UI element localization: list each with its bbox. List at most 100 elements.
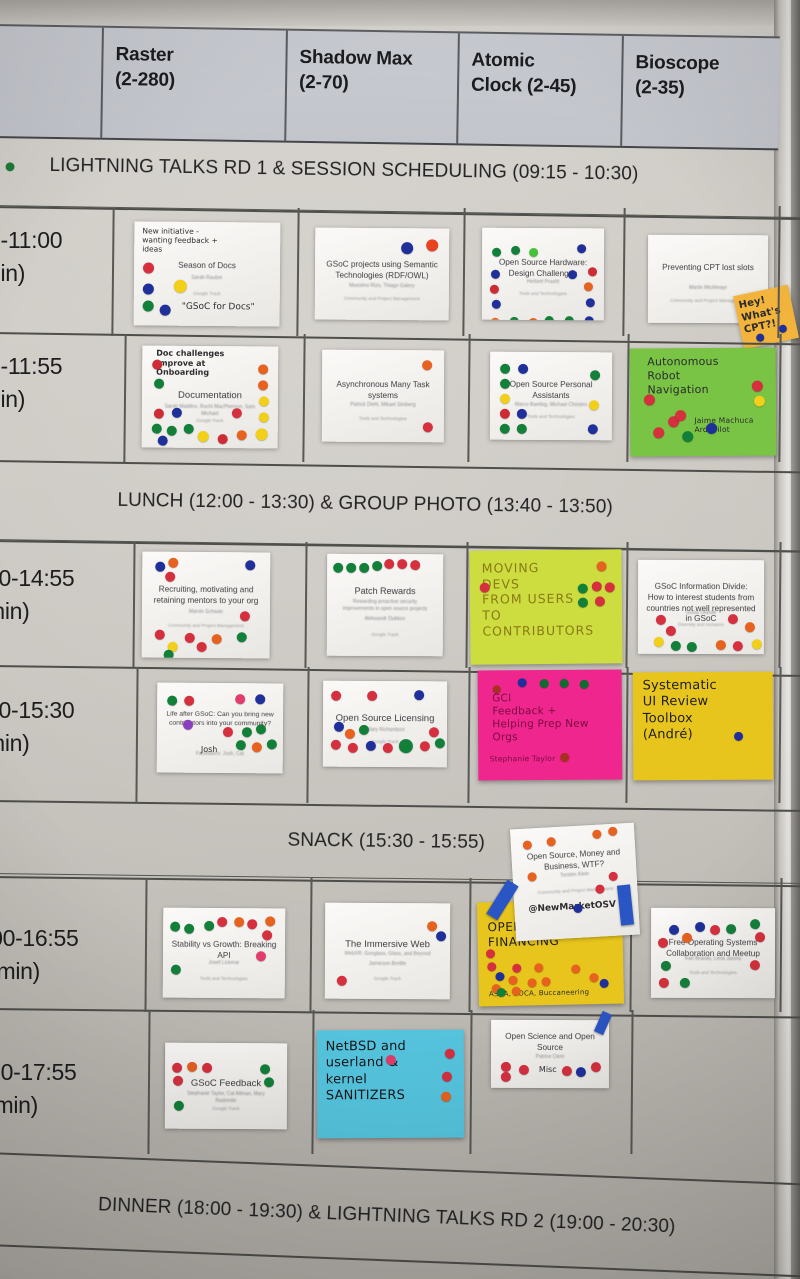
vote-dot xyxy=(359,562,370,573)
vote-dot xyxy=(171,407,182,418)
session-card-documentation[interactable]: Doc challenges Improve at Onboarding Doc… xyxy=(141,345,279,449)
vote-dot xyxy=(734,731,744,741)
vote-dot xyxy=(231,408,242,419)
vote-dot xyxy=(726,924,737,935)
vote-dot xyxy=(247,919,258,930)
vote-dot xyxy=(516,423,527,434)
vote-dot xyxy=(567,270,578,280)
session-track: Tools and Technologies xyxy=(199,975,248,982)
session-presenter-2: Jamieson Brettle xyxy=(368,960,407,968)
vote-dot xyxy=(587,267,598,277)
time-range: 00-15:30 xyxy=(0,697,75,723)
column-separator xyxy=(147,1009,151,1155)
vote-dot xyxy=(358,724,369,735)
session-card-open-science[interactable]: Open Science and Open Source Patrice Cle… xyxy=(490,1019,610,1089)
vote-dot xyxy=(590,370,601,381)
vote-dot xyxy=(655,614,666,625)
handwritten-presenter: Stephanie Taylor xyxy=(489,753,556,764)
vote-dot xyxy=(509,316,519,321)
session-presenter: Karl Brands, Lena Janela xyxy=(684,955,742,963)
session-track: Tools and Technologies xyxy=(519,290,567,297)
sticky-note-moving-devs[interactable]: MOVING DEVS FROM USERS TO CONTRIBUTORS xyxy=(469,549,623,665)
column-separator xyxy=(304,541,308,669)
session-title: Recruiting, motivating and retaining men… xyxy=(153,584,259,606)
handwritten-note: @NewMarketOSV xyxy=(528,899,617,915)
vote-dot xyxy=(173,1100,184,1111)
vote-dot xyxy=(236,430,247,441)
session-card-immersive-web[interactable]: The Immersive Web WebXR: Googlass, Glass… xyxy=(324,902,451,1000)
vote-dot xyxy=(710,924,721,936)
vote-dot xyxy=(184,632,195,643)
sticky-note-systematic-ui-review[interactable]: Systematic UI Review Toolbox (André) xyxy=(632,671,774,781)
vote-dot xyxy=(539,679,549,689)
vote-dot xyxy=(670,640,681,651)
vote-dot xyxy=(500,363,511,374)
band-lunch: LUNCH (12:00 - 13:30) & GROUP PHOTO (13:… xyxy=(0,462,800,552)
session-card-recruiting-mentors[interactable]: Recruiting, motivating and retaining men… xyxy=(141,551,271,659)
vote-dot xyxy=(184,695,195,706)
vote-dot xyxy=(258,396,270,407)
session-card-oss-personal-assistants[interactable]: Open Source Personal Assistants Marco Ba… xyxy=(489,351,613,441)
vote-dot xyxy=(262,930,273,941)
vote-dot xyxy=(732,641,743,652)
header-room-bioscope: Bioscope (2-35) xyxy=(620,35,780,149)
session-card-life-after-gsoc[interactable]: Life after GSoC: Can you bring new contr… xyxy=(156,682,284,774)
session-presenter: Rewarding proactive security improvement… xyxy=(342,598,428,612)
vote-dot xyxy=(577,597,589,608)
session-card-gsoc-info-divide[interactable]: GSoC Information Divide: How to interest… xyxy=(637,559,765,655)
column-separator xyxy=(465,541,469,669)
session-card-oss-licensing[interactable]: Open Source Licensing Hilary Richardson … xyxy=(322,680,448,768)
vote-dot xyxy=(163,649,174,659)
session-card-gsoc-feedback[interactable]: GSoC Feedback Stephanie Taylor, Cat Allm… xyxy=(164,1042,288,1130)
session-card-stability-vs-growth[interactable]: Stability vs Growth: Breaking API Josef … xyxy=(162,907,286,999)
vote-dot xyxy=(485,949,496,959)
vote-dot xyxy=(585,298,595,308)
vote-dot xyxy=(643,394,656,406)
vote-dot xyxy=(422,360,433,371)
vote-dot xyxy=(217,916,228,928)
vote-dot xyxy=(653,427,665,439)
time-duration: nin) xyxy=(0,259,26,286)
vote-dot xyxy=(346,562,357,573)
sticky-note-gci-feedback[interactable]: GCI Feedback + Helping Prep New Orgs Ste… xyxy=(477,669,623,781)
sticky-note-cpt-question[interactable]: Hey! What's CPT?! xyxy=(732,284,800,350)
time-range: 0-11:00 xyxy=(0,227,63,253)
vote-dot xyxy=(251,742,262,753)
vote-dot xyxy=(397,559,408,570)
vote-dot xyxy=(154,629,165,640)
session-card-gsoc-semantic[interactable]: GSoC projects using Semantic Technologie… xyxy=(314,227,450,321)
column-separator xyxy=(626,333,630,463)
vote-dot xyxy=(682,431,694,443)
vote-dot xyxy=(755,932,766,943)
session-track: Google Track xyxy=(371,631,399,638)
column-separator xyxy=(778,333,782,463)
vote-dot xyxy=(528,317,538,321)
vote-dot xyxy=(426,239,439,252)
room-capacity: (2-70) xyxy=(298,71,349,94)
vote-dot xyxy=(202,1062,213,1073)
vote-dot xyxy=(660,960,671,971)
vote-dot xyxy=(347,742,358,753)
vote-dot xyxy=(154,378,165,389)
sticky-note-netbsd-sanitizers[interactable]: NetBSD and userland & kernel SANITIZERS xyxy=(316,1029,465,1139)
vote-dot xyxy=(197,430,209,442)
sticky-note-autonomous-robot[interactable]: Autonomous Robot Navigation Jaime Machuc… xyxy=(629,347,777,457)
vote-dot xyxy=(152,359,163,370)
vote-dot xyxy=(749,960,760,971)
session-card-season-of-docs[interactable]: New initiative - wanting feedback + idea… xyxy=(133,221,281,327)
session-card-oss-hardware[interactable]: Open Source Hardware: Design Challenges … xyxy=(481,227,605,321)
session-card-async-many-task[interactable]: Asynchronous Many Task systems Patrick D… xyxy=(321,349,445,443)
column-separator xyxy=(111,207,115,337)
vote-dot xyxy=(591,581,602,592)
vote-dot xyxy=(489,284,499,294)
vote-dot xyxy=(428,727,439,738)
session-card-patch-rewards[interactable]: Patch Rewards Rewarding proactive securi… xyxy=(326,553,444,657)
vote-dot xyxy=(518,1064,529,1075)
session-card-free-os-meetup[interactable]: Free Operating Systems Collaboration and… xyxy=(650,907,776,999)
session-presenter: Sarah Rauber xyxy=(191,274,223,282)
vote-dot xyxy=(367,690,378,701)
column-separator xyxy=(778,541,782,669)
vote-dot xyxy=(372,560,383,571)
vote-dot xyxy=(333,562,344,573)
